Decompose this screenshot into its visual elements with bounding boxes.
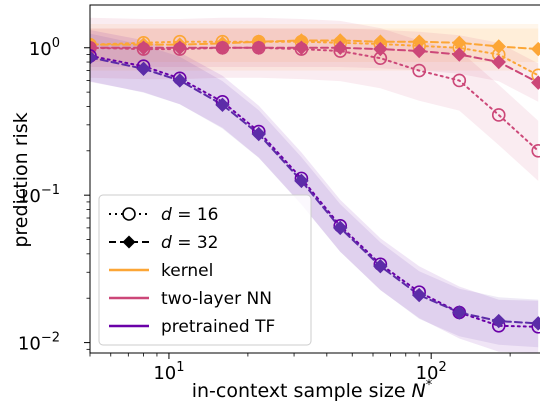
pretrained-tf-d-16-band: [90, 30, 539, 353]
pretrained-tf-d-16-point: [90, 49, 97, 63]
pretrained-tf-d-32-point: [452, 305, 467, 320]
legend-label: two-layer NN: [161, 289, 272, 309]
two-layer-nn-d-32-point: [172, 40, 188, 55]
two-layer-nn-d-32-point: [411, 43, 427, 59]
two-layer-nn-d-32-point: [452, 47, 467, 62]
pretrained-tf-d-32-point: [90, 50, 98, 65]
legend-label: pretrained TF: [161, 317, 275, 337]
two-layer-nn-d-16-band: [90, 17, 539, 181]
two-layer-nn-d-16-point: [412, 63, 426, 78]
legend-item-kernel: kernel: [109, 261, 213, 281]
x-axis-label-main: in-context sample size: [192, 380, 412, 402]
x-tick-label: 101: [153, 360, 184, 384]
x-tick-label: 102: [416, 360, 447, 384]
legend-item-d-16: d = 16: [109, 205, 218, 225]
pretrained-tf-d-32-point: [411, 287, 427, 303]
plot-frame: [89, 4, 540, 354]
x-axis-label: in-context sample size N*: [192, 378, 433, 402]
pretrained-tf-d-32-point: [531, 316, 540, 331]
legend-label: d = 32: [161, 233, 218, 253]
pretrained-tf-d-32-point: [491, 313, 506, 329]
two-layer-nn-d-32-point: [491, 54, 506, 70]
legend-box: [98, 194, 312, 346]
two-layer-nn-d-32-point: [215, 40, 230, 55]
series-markers: [90, 33, 540, 334]
two-layer-nn-d-32-point: [136, 40, 151, 55]
two-layer-nn-d-32-point: [373, 41, 388, 57]
legend-item-d-32: d = 32: [109, 233, 218, 253]
pretrained-tf-d-32-point: [215, 97, 230, 113]
kernel-d-32-point: [531, 41, 540, 57]
y-axis-label: prediction risk: [10, 112, 32, 247]
pretrained-tf-d-32-point: [172, 73, 188, 88]
pretrained-tf-d-32-band: [90, 33, 539, 348]
y-tick-label: 10−1: [18, 183, 60, 207]
two-layer-nn-d-16-point: [452, 73, 467, 88]
two-layer-nn-d-32-point: [333, 40, 348, 55]
pretrained-tf-d-32-point: [333, 220, 348, 236]
kernel-d-32-point: [491, 39, 506, 54]
y-tick-label: 100: [29, 36, 60, 60]
legend-label: d = 16: [161, 205, 218, 225]
x-axis-label-sup: *: [426, 378, 433, 393]
kernel-d-32-band: [90, 28, 539, 62]
two-layer-nn-d-32-point: [294, 40, 309, 55]
x-axis-ticks: 101 102: [89, 353, 511, 384]
legend-circle-marker: [122, 207, 136, 221]
legend-item-two-layer-nn: two-layer NN: [109, 289, 272, 309]
y-tick-label: 10−2: [18, 331, 60, 355]
legend-diamond-marker: [122, 235, 136, 249]
legend-item-pretrained-tf: pretrained TF: [109, 317, 275, 337]
legend-label: kernel: [161, 261, 213, 281]
x-axis-label-symbol: N: [412, 380, 426, 402]
y-axis-ticks: 10−2 10−1 100: [18, 36, 90, 355]
pretrained-tf-d-32-point: [136, 61, 151, 76]
two-layer-nn-d-32-point: [531, 75, 540, 90]
legend: d = 16 d = 32 kernel two-layer NN pretrained…: [98, 194, 312, 346]
two-layer-nn-d-16-point: [491, 108, 506, 122]
two-layer-nn-d-32-point: [90, 40, 98, 55]
pretrained-tf-d-32-point: [373, 258, 388, 274]
two-layer-nn-d-16-point: [531, 144, 540, 158]
pretrained-tf-d-32-point: [251, 126, 266, 142]
two-layer-nn-d-32-point: [251, 40, 266, 55]
pretrained-tf-d-32-point: [294, 173, 309, 189]
